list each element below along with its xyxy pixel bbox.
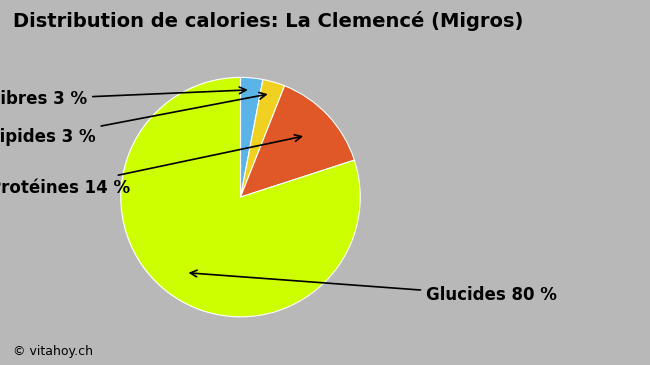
Wedge shape (240, 80, 285, 197)
Text: Protéines 14 %: Protéines 14 % (0, 135, 302, 196)
Text: Lipides 3 %: Lipides 3 % (0, 92, 266, 146)
Wedge shape (240, 86, 354, 197)
Text: © vitahoy.ch: © vitahoy.ch (13, 345, 93, 358)
Wedge shape (240, 77, 263, 197)
Wedge shape (121, 77, 360, 317)
Text: Distribution de calories: La Clemencé (Migros): Distribution de calories: La Clemencé (M… (13, 11, 523, 31)
Text: Glucides 80 %: Glucides 80 % (190, 270, 557, 304)
Text: Fibres 3 %: Fibres 3 % (0, 87, 246, 108)
